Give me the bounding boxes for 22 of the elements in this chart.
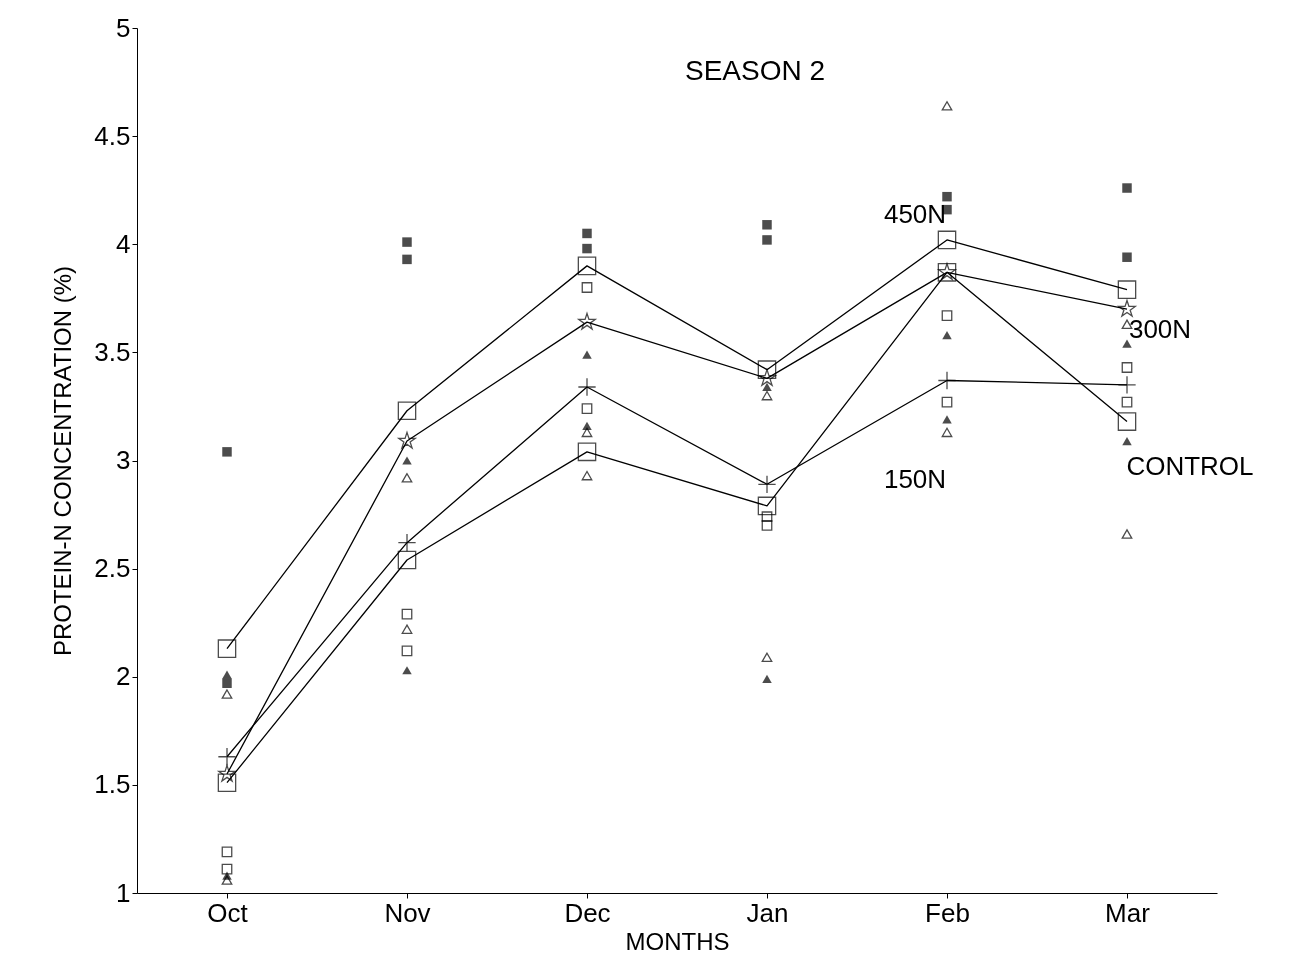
y-axis-title: PROTEIN-N CONCENTRATION (%): [49, 265, 77, 657]
y-tick-label: 1.5: [94, 769, 131, 800]
series-label: 300N: [1128, 314, 1192, 344]
x-tick-label: Jan: [746, 897, 789, 928]
x-tick-label: Mar: [1105, 897, 1151, 928]
y-tick-label: 3.5: [94, 336, 131, 367]
y-tick-label: 4.5: [94, 120, 131, 151]
y-tick-label: 2.5: [94, 553, 131, 584]
text: SEASON 2: [684, 55, 826, 86]
series-label: 450N: [883, 199, 947, 229]
x-tick-label: Nov: [384, 897, 431, 928]
y-tick-label: 2: [116, 661, 131, 692]
x-tick-label: Feb: [925, 897, 970, 928]
x-tick-label: Oct: [207, 897, 249, 928]
y-tick-label: 3: [116, 445, 131, 475]
y-tick-label: 5: [116, 12, 131, 43]
y-tick-label: 1: [116, 877, 131, 908]
x-axis-title: MONTHS: [625, 927, 730, 955]
series-label: CONTROL: [1126, 451, 1254, 481]
series-label: 150N: [883, 464, 947, 494]
x-tick-label: Dec: [564, 897, 611, 928]
y-tick-label: 4: [116, 228, 131, 259]
